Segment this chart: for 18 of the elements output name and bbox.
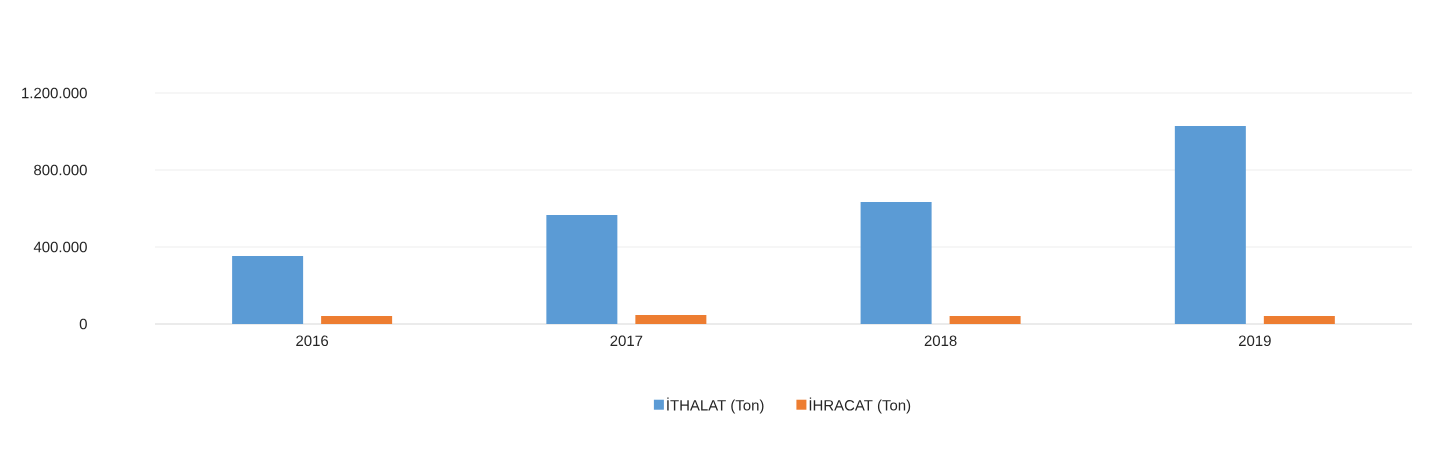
bar bbox=[1263, 315, 1335, 324]
y-tick-label: 0 bbox=[79, 318, 87, 330]
bar bbox=[949, 315, 1021, 324]
x-tick-label: 2018 bbox=[924, 335, 957, 347]
bar bbox=[635, 314, 707, 324]
bar bbox=[860, 201, 932, 324]
bar bbox=[321, 315, 393, 324]
legend-label: İHRACAT (Ton) bbox=[809, 397, 911, 414]
bar bbox=[1174, 125, 1246, 324]
bar bbox=[546, 215, 618, 324]
x-tick-label: 2016 bbox=[296, 335, 329, 347]
x-tick-label: 2019 bbox=[1238, 335, 1271, 347]
y-tick-label: 1.200.000 bbox=[22, 87, 87, 99]
x-tick-label: 2017 bbox=[610, 335, 643, 347]
y-tick-label: 400.000 bbox=[33, 241, 87, 253]
legend-label: İTHALAT (Ton) bbox=[667, 397, 764, 414]
y-tick-label: 800.000 bbox=[34, 164, 87, 176]
bar bbox=[232, 256, 304, 324]
